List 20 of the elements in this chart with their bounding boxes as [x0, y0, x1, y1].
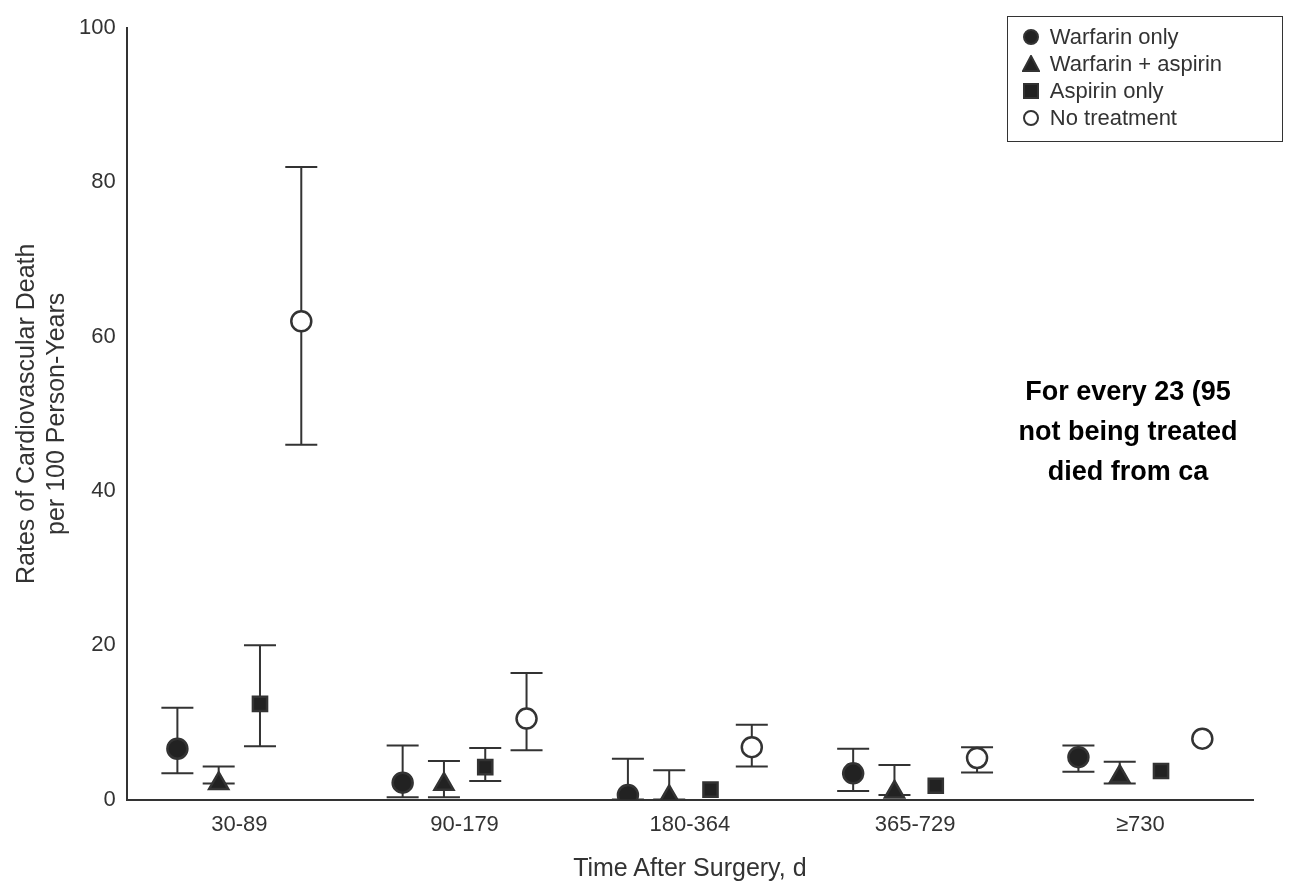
x-tick-label: 180-364 [649, 810, 731, 836]
y-tick-label: 20 [91, 631, 116, 657]
legend-label: No treatment [1049, 104, 1177, 131]
y-tick-label: 40 [91, 477, 116, 503]
y-tick-label: 0 [103, 785, 116, 811]
x-tick-label: 30-89 [211, 810, 268, 836]
x-tick-label: ≥730 [1115, 810, 1165, 836]
x-tick-label: 365-729 [874, 810, 956, 836]
annotation: died from ca [1047, 456, 1210, 487]
x-axis-title: Time After Surgery, d [573, 852, 807, 881]
annotation: not being treated [1018, 416, 1238, 447]
legend-label: Warfarin + aspirin [1049, 50, 1222, 77]
y-tick-label: 60 [91, 322, 116, 348]
y-axis-title: Rates of Cardiovascular Death per 100 Person-Years [10, 243, 69, 585]
legend-label: Warfarin only [1049, 23, 1179, 50]
y-tick-label: 100 [78, 14, 116, 40]
x-tick-label: 90-179 [430, 810, 499, 836]
legend-label: Aspirin only [1049, 77, 1164, 104]
y-tick-label: 80 [91, 168, 116, 194]
annotation: For every 23 (95 [1025, 376, 1231, 407]
